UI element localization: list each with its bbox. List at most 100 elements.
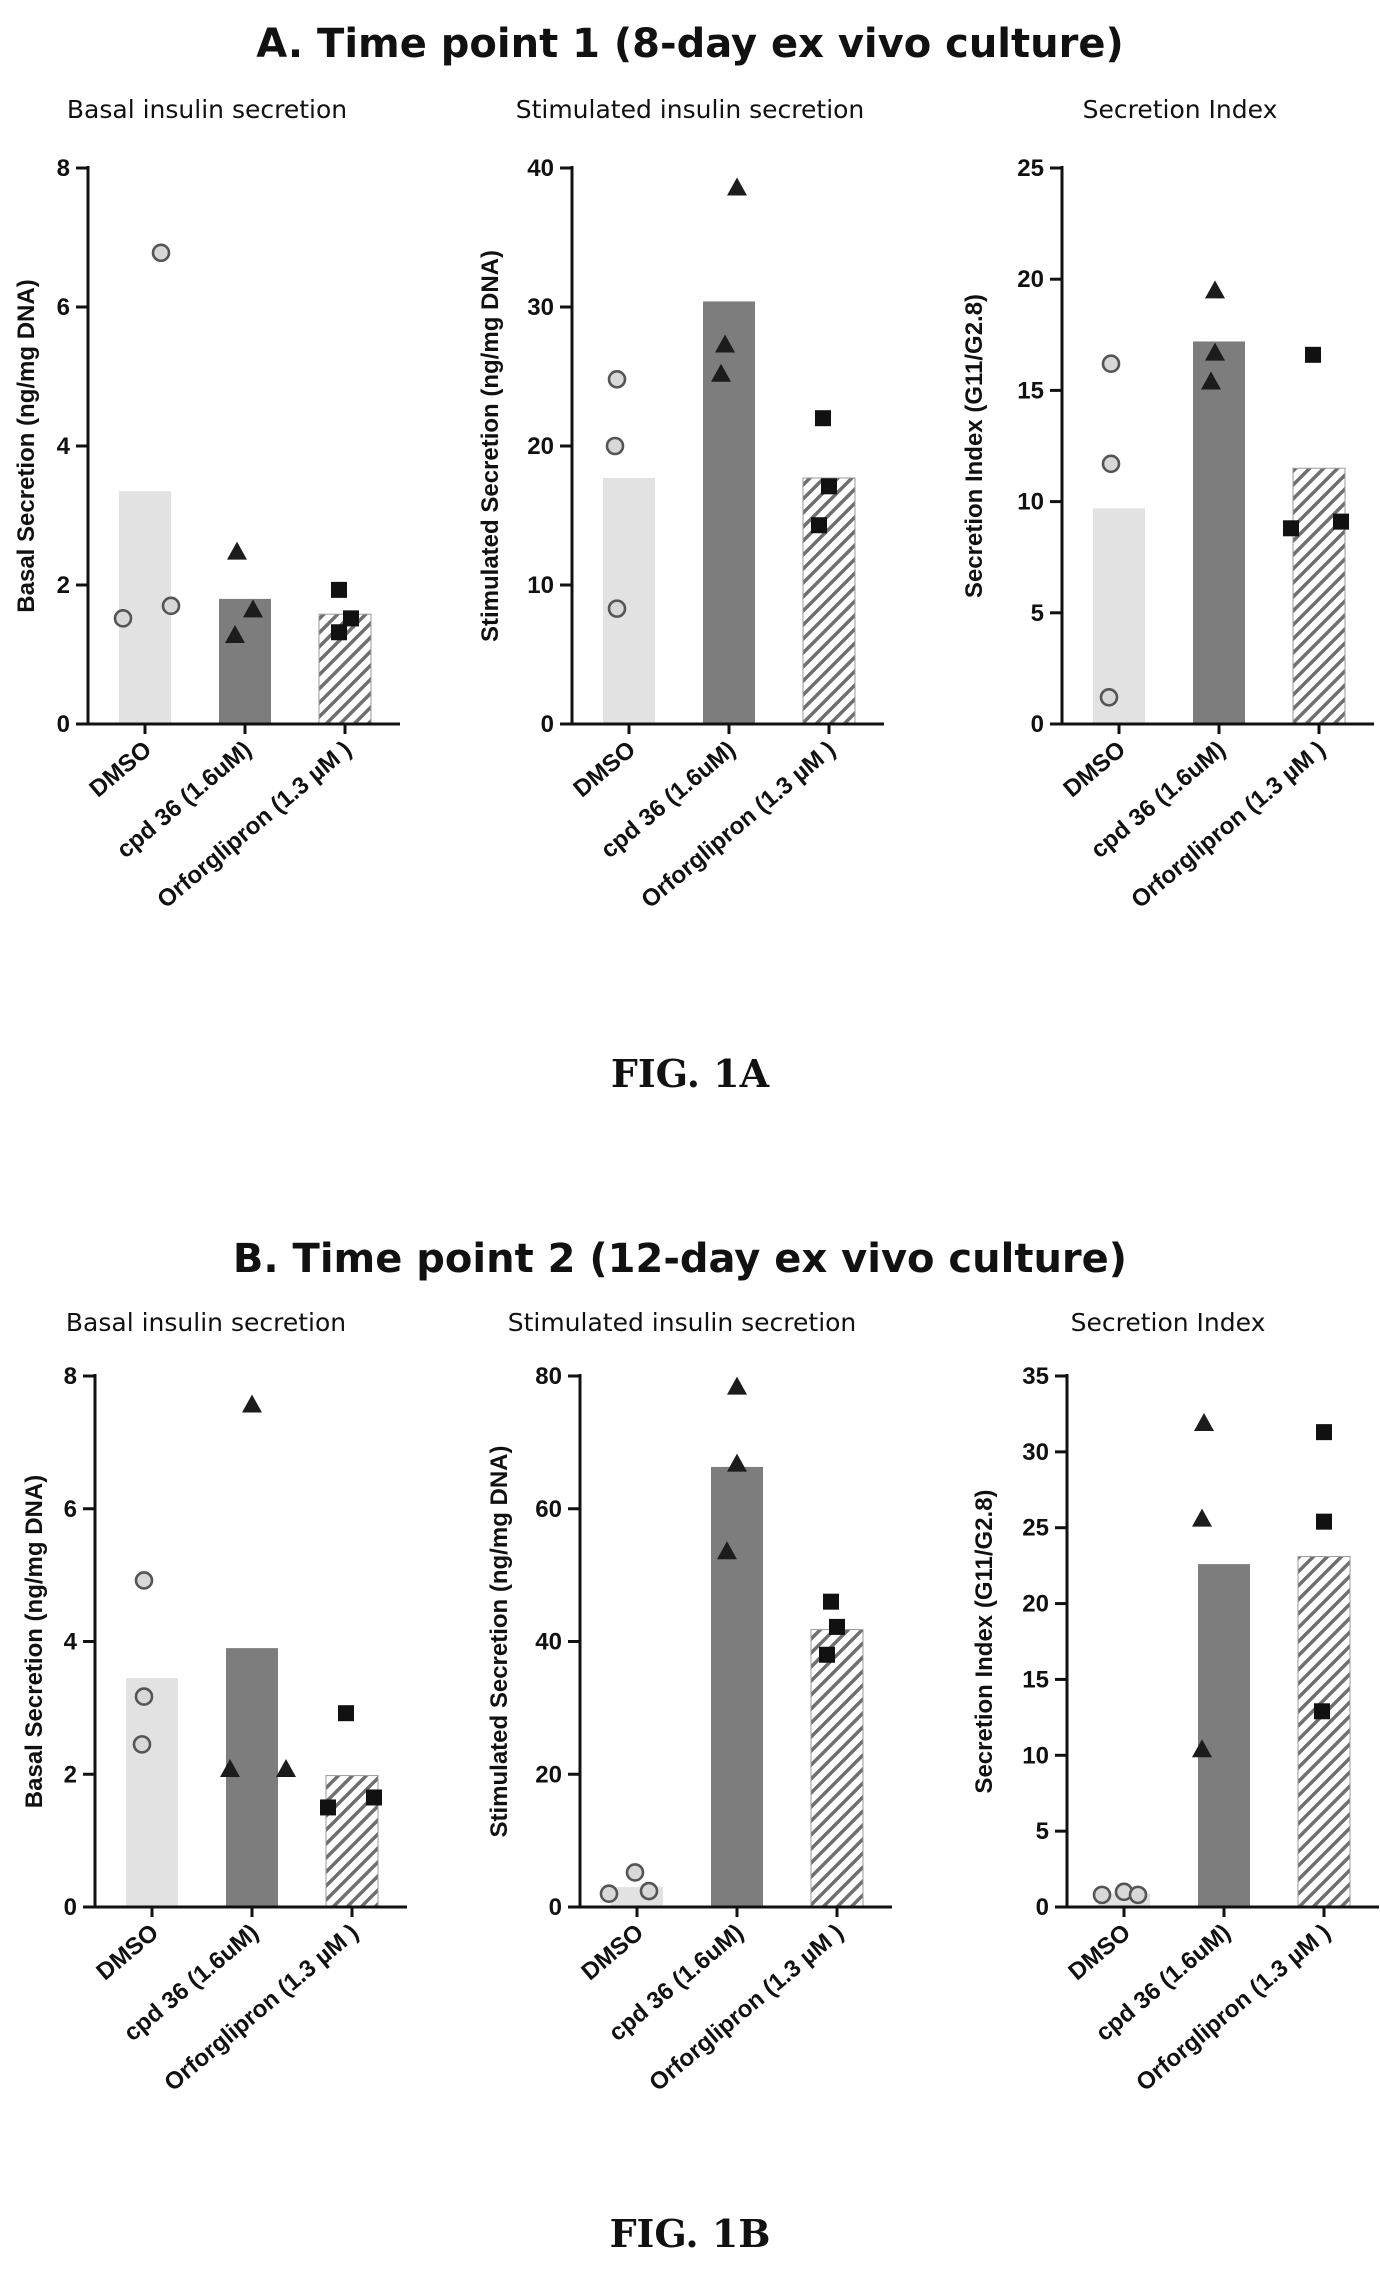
- point-cpd36: [220, 1758, 240, 1777]
- point-orforglipron: [1314, 1703, 1330, 1720]
- y-tick-label: 40: [535, 1629, 562, 1656]
- point-cpd36: [1205, 342, 1225, 361]
- x-label-dmso: DMSO: [1063, 1919, 1136, 1986]
- point-cpd36: [242, 1394, 262, 1413]
- point-dmso: [605, 436, 625, 456]
- point-cpd36: [227, 541, 247, 560]
- chart-title: Basal insulin secretion: [66, 1308, 346, 1337]
- y-tick-label: 10: [527, 572, 554, 599]
- fig-1b-caption: FIG. 1B: [610, 2211, 771, 2256]
- x-label-dmso: DMSO: [1058, 736, 1131, 803]
- panel-a-title: A. Time point 1 (8-day ex vivo culture): [256, 21, 1124, 67]
- point-cpd36: [276, 1758, 296, 1777]
- chart-b1: Basal insulin secretion Basal Secretion (…: [21, 1308, 407, 2097]
- point-cpd36: [1201, 371, 1221, 390]
- fig-1a-caption: FIG. 1A: [611, 1051, 770, 1096]
- point-cpd36: [1192, 1739, 1212, 1758]
- y-tick-label: 20: [535, 1761, 562, 1788]
- bar-cpd36: [1193, 341, 1245, 724]
- y-tick-label: 0: [57, 711, 70, 738]
- point-orforglipron: [821, 478, 837, 495]
- point-cpd36: [1192, 1508, 1212, 1527]
- y-tick-label: 0: [64, 1894, 77, 1921]
- y-tick-label: 2: [64, 1761, 77, 1788]
- x-label-dmso: DMSO: [91, 1919, 164, 1986]
- y-tick-label: 15: [1017, 377, 1044, 404]
- chart-a1: Basal insulin secretion Basal Secretion (…: [13, 95, 400, 914]
- chart-a2: Stimulated insulin secretion Stimulated S…: [477, 95, 884, 914]
- point-dmso: [113, 609, 133, 628]
- bar-orforglipron: [1292, 467, 1346, 725]
- y-tick-label: 0: [1036, 1894, 1049, 1921]
- point-dmso: [1092, 1885, 1112, 1905]
- chart-b2: Stimulated insulin secretion Stimulated S…: [486, 1308, 892, 2097]
- point-dmso: [132, 1735, 152, 1754]
- y-tick-label: 15: [1022, 1666, 1049, 1693]
- bar-cpd36: [1198, 1564, 1250, 1907]
- y-tick-label: 8: [57, 155, 70, 182]
- bar-cpd36: [226, 1648, 278, 1907]
- chart-title: Stimulated insulin secretion: [508, 1308, 857, 1337]
- bar-dmso: [126, 1678, 178, 1907]
- point-orforglipron: [1333, 513, 1349, 530]
- point-orforglipron: [343, 610, 359, 627]
- bar-cpd36: [711, 1466, 763, 1907]
- y-tick-label: 25: [1022, 1515, 1049, 1542]
- point-dmso: [1101, 354, 1121, 374]
- point-cpd36: [727, 1376, 747, 1395]
- point-orforglipron: [1305, 346, 1321, 363]
- point-dmso: [1101, 454, 1121, 474]
- point-cpd36: [225, 625, 245, 644]
- bar-orforglipron: [802, 477, 856, 725]
- point-cpd36: [715, 334, 735, 353]
- point-orforglipron: [823, 1593, 839, 1610]
- point-dmso: [639, 1881, 659, 1901]
- y-tick-label: 4: [64, 1629, 78, 1656]
- point-orforglipron: [815, 410, 831, 427]
- point-orforglipron: [829, 1618, 845, 1635]
- y-axis-label: Secretion Index (G11/G2.8): [961, 294, 988, 598]
- chart-a3: Secretion Index Secretion Index (G11/G2.8…: [961, 95, 1374, 914]
- panel-b-title: B. Time point 2 (12-day ex vivo culture): [233, 1236, 1127, 1282]
- bar-cpd36: [703, 301, 755, 724]
- x-label-orforglipron: Orforglipron (1.3 µM ): [644, 1919, 849, 2097]
- bar-orforglipron: [810, 1629, 864, 1908]
- chart-title: Secretion Index: [1083, 95, 1278, 124]
- y-tick-label: 2: [57, 572, 70, 599]
- point-orforglipron: [1316, 1424, 1332, 1441]
- y-axis-label: Secretion Index (G11/G2.8): [971, 1489, 998, 1793]
- x-label-orforglipron: Orforglipron (1.3 µM ): [159, 1919, 364, 2097]
- bar-dmso: [603, 477, 655, 724]
- chart-title: Basal insulin secretion: [67, 95, 347, 124]
- y-axis-label: Stimulated Secretion (ng/mg DNA): [486, 1445, 513, 1837]
- y-tick-label: 35: [1022, 1363, 1049, 1390]
- point-orforglipron: [331, 624, 347, 641]
- y-tick-label: 0: [541, 711, 554, 738]
- chart-title: Secretion Index: [1071, 1308, 1266, 1337]
- point-dmso: [1099, 688, 1119, 707]
- y-tick-label: 20: [1022, 1591, 1049, 1618]
- point-cpd36: [1194, 1413, 1214, 1432]
- bar-dmso: [1093, 508, 1145, 724]
- point-cpd36: [1205, 280, 1225, 299]
- point-cpd36: [243, 599, 263, 618]
- y-axis-label: Basal Secretion (ng/mg DNA): [21, 1475, 48, 1808]
- y-tick-label: 10: [1017, 489, 1044, 516]
- point-cpd36: [727, 177, 747, 196]
- x-label-dmso: DMSO: [576, 1919, 649, 1986]
- point-cpd36: [711, 363, 731, 382]
- y-tick-label: 0: [549, 1894, 562, 1921]
- y-axis-label: Stimulated Secretion (ng/mg DNA): [477, 250, 504, 642]
- y-tick-label: 6: [64, 1496, 77, 1523]
- y-tick-label: 0: [1031, 711, 1044, 738]
- bar-cpd36: [219, 598, 271, 724]
- x-label-orforglipron: Orforglipron (1.3 µM ): [636, 736, 841, 914]
- point-orforglipron: [320, 1799, 336, 1816]
- point-dmso: [599, 1884, 619, 1904]
- point-cpd36: [727, 1453, 747, 1472]
- y-tick-label: 4: [57, 433, 71, 460]
- x-label-dmso: DMSO: [568, 736, 641, 803]
- y-tick-label: 30: [527, 294, 554, 321]
- y-tick-label: 5: [1031, 600, 1044, 627]
